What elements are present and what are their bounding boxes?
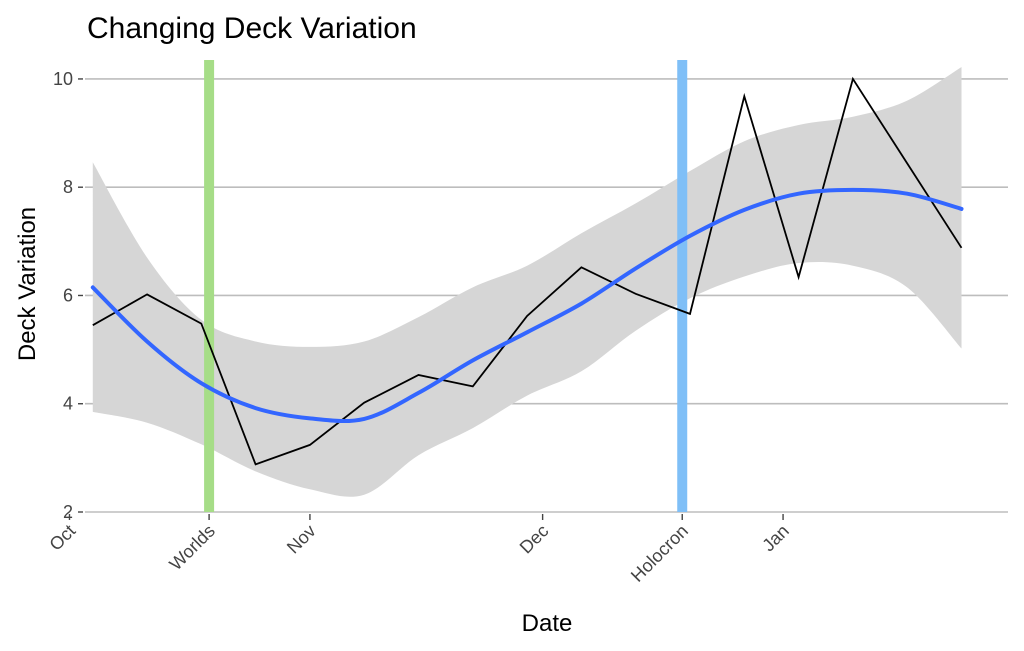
x-axis-title: Date [522,610,573,637]
series-layer [90,76,964,466]
x-tick-label-jan: Jan [758,521,793,556]
confidence-band [92,67,962,497]
y-tick-label-2: 2 [63,502,73,522]
x-tick-label-dec: Dec [516,521,553,558]
y-tick-label-10: 10 [53,69,73,89]
x-tick-label-nov: Nov [283,521,320,558]
x-axis: Oct Worlds Nov Dec Holocron Jan [45,514,793,586]
smoothed-trend-line [90,187,964,424]
y-axis-title: Deck Variation [14,207,41,361]
x-tick-label-holocron: Holocron [627,521,692,586]
y-tick-label-6: 6 [63,285,73,305]
chart-title: Changing Deck Variation [87,12,417,45]
y-tick-label-8: 8 [63,177,73,197]
event-lines-layer [204,60,688,512]
x-tick-label-worlds: Worlds [165,521,219,575]
x-tick-label-oct: Oct [45,521,79,555]
y-axis: 2 4 6 8 10 [53,69,83,522]
y-tick-label-4: 4 [63,394,73,414]
deck-variation-line [92,76,963,466]
confidence-band-layer [92,67,962,497]
